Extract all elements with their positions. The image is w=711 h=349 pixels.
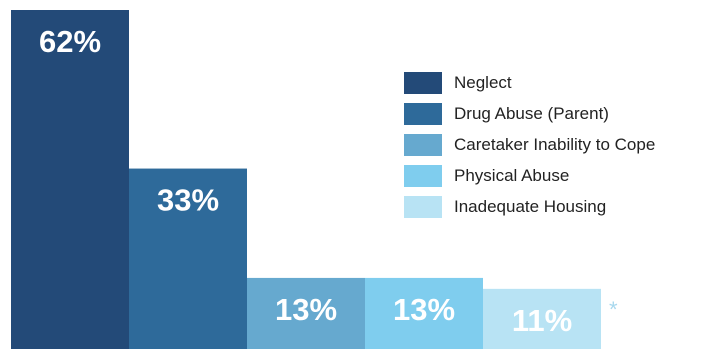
legend-item-physical-abuse: Physical Abuse — [404, 160, 655, 191]
bar-drug-abuse — [129, 168, 247, 349]
legend-label-physical-abuse: Physical Abuse — [454, 165, 570, 185]
legend-label-inadequate-housing: Inadequate Housing — [454, 196, 607, 216]
legend-swatch-neglect — [404, 71, 442, 94]
legend-swatch-physical-abuse — [404, 164, 442, 187]
bar-inadequate-housing — [483, 288, 601, 349]
annotation-asterisk: * — [609, 297, 618, 322]
value-label-drug-abuse: 33% — [157, 183, 219, 218]
legend-item-inadequate-housing: Inadequate Housing — [404, 191, 655, 222]
value-label-caretaker-inability: 13% — [275, 292, 337, 327]
legend-label-drug-abuse: Drug Abuse (Parent) — [454, 103, 609, 123]
legend-item-neglect: Neglect — [404, 67, 655, 98]
legend-swatch-caretaker-inability — [404, 133, 442, 156]
value-label-neglect: 62% — [39, 24, 101, 59]
legend-item-caretaker-inability: Caretaker Inability to Cope — [404, 129, 655, 160]
bar-physical-abuse — [365, 277, 483, 349]
value-label-physical-abuse: 13% — [393, 292, 455, 327]
bar-neglect — [11, 10, 129, 349]
chart-legend: Neglect Drug Abuse (Parent) Caretaker In… — [404, 67, 655, 222]
legend-item-drug-abuse: Drug Abuse (Parent) — [404, 98, 655, 129]
legend-label-neglect: Neglect — [454, 72, 512, 92]
value-label-inadequate-housing: 11% — [512, 303, 572, 338]
legend-swatch-drug-abuse — [404, 102, 442, 125]
legend-swatch-inadequate-housing — [404, 195, 442, 218]
bar-caretaker-inability — [247, 277, 365, 349]
legend-label-caretaker-inability: Caretaker Inability to Cope — [454, 134, 656, 154]
